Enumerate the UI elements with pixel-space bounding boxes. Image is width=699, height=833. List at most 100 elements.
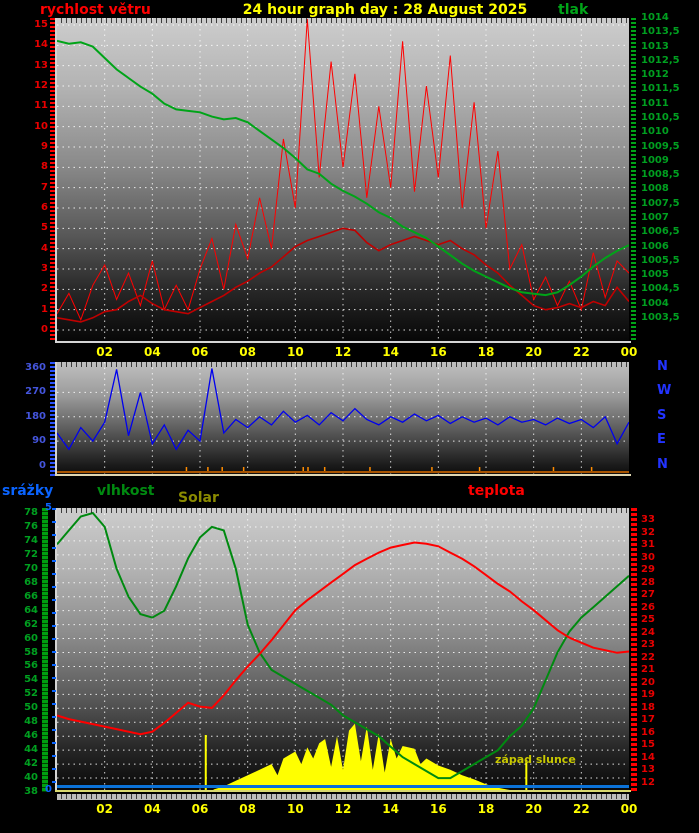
solar-label: Solar [178,490,219,506]
pressure-tick-label: 1011 [641,97,669,109]
temperature-tick-label: 15 [641,739,655,751]
pressure-tick-label: 1007 [641,212,669,223]
direction-axis-ruler [50,362,55,476]
wind-speed-tick-label: 5 [41,222,48,234]
temperature-tick-label: 25 [641,614,655,626]
humidity-tick-label: 78 [24,507,38,518]
x-axis-hour-label: 20 [525,802,542,816]
x-axis-hour-label: 00 [620,345,638,359]
direction-tick-label: 90 [32,435,46,447]
wind-speed-tick-label: 10 [34,120,48,132]
humidity-tick-label: 44 [24,744,38,756]
humidity-tick-label: 48 [24,716,38,728]
humidity-tick-label: 72 [24,548,38,560]
temperature-tick-label: 17 [641,714,655,726]
wind-speed-tick-label: 11 [34,100,48,112]
compass-letter: N [657,359,668,374]
temperature-tick-label: 28 [641,576,655,588]
x-axis-hour-label: 06 [191,802,209,816]
direction-tick-label: 270 [25,386,46,398]
wind-speed-tick-label: 6 [41,202,48,213]
temperature-tick-label: 33 [641,514,655,525]
humidity-tick-label: 60 [24,632,38,644]
pressure-tick-label: 1004 [641,297,669,309]
precip-axis-ruler [52,508,56,792]
bottom-chart-bottom-edge [55,790,631,792]
x-axis-hour-label: 06 [191,345,209,359]
humidity-tick-label: 50 [24,702,38,714]
humidity-tick-label: 62 [24,618,38,630]
wind-speed-tick-label: 9 [41,141,48,152]
humidity-tick-label: 42 [24,758,38,770]
wind-speed-tick-label: 14 [34,39,48,51]
temperature-tick-label: 30 [641,551,655,563]
temperature-tick-label: 23 [641,639,655,651]
pressure-tick-label: 1008,5 [641,169,680,181]
x-axis-hour-label: 02 [96,345,113,359]
x-axis-hour-label: 10 [286,345,304,359]
x-axis-hour-label: 14 [382,345,399,359]
pressure-tick-label: 1011,5 [641,83,680,95]
x-axis-hour-label: 18 [477,345,495,359]
x-axis-hour-label: 18 [477,802,495,816]
x-axis-hour-label: 08 [239,802,256,816]
pressure-tick-label: 1010 [641,126,669,138]
wind-speed-tick-label: 8 [41,161,48,173]
humidity-temperature-solar-chart [57,508,629,792]
compass-letter: S [657,407,667,423]
pressure-tick-label: 1005,5 [641,254,680,266]
pressure-tick-label: 1005 [641,269,669,281]
pressure-tick-label: 1007,5 [641,197,680,209]
wind-direction-chart [57,362,629,476]
humidity-tick-label: 54 [24,674,38,686]
x-axis-hour-label: 14 [382,802,399,816]
x-axis-hour-label: 02 [96,802,113,816]
temperature-tick-label: 31 [641,539,655,551]
humidity-tick-label: 70 [24,562,38,574]
temperature-tick-label: 20 [641,676,655,688]
wind-speed-tick-label: 12 [34,80,48,91]
compass-letter: W [657,383,672,399]
bottom-chart-left-edge [55,508,57,792]
wind-speed-tick-label: 3 [41,263,48,274]
wind-speed-tick-label: 13 [34,59,48,71]
mid-chart-tick-row [57,362,629,367]
pressure-tick-label: 1010,5 [641,112,680,123]
humidity-tick-label: 58 [24,646,38,658]
pressure-tick-label: 1006,5 [641,226,680,238]
x-axis-hour-label: 08 [239,345,256,359]
sunset-label: západ slunce [495,753,576,766]
x-axis-hour-label: 00 [620,802,638,816]
humidity-tick-label: 68 [24,576,38,588]
temperature-axis-ruler [631,508,637,792]
x-axis-hour-label: 22 [572,802,590,816]
wind-axis-ruler [50,18,55,341]
humidity-axis-ruler [42,508,48,792]
humidity-tick-label: 56 [24,660,38,672]
humidity-tick-label: 38 [24,786,38,797]
pressure-tick-label: 1012 [641,69,669,81]
humidity-tick-label: 76 [24,520,38,532]
top-chart-bottom-edge [55,341,631,343]
pressure-title: tlak [558,2,589,18]
precip-tick-label: 0 [45,784,52,795]
humidity-tick-label: 46 [24,730,38,742]
precip-tick-label: 5 [45,502,52,513]
pressure-tick-label: 1004,5 [641,283,680,295]
wind-speed-tick-label: 7 [41,181,48,193]
bottom-axis-ticks [57,794,629,799]
pressure-tick-label: 1013 [641,40,669,52]
pressure-tick-label: 1014 [641,12,669,23]
wind-speed-tick-label: 1 [41,303,48,315]
x-axis-hour-label: 16 [429,345,447,359]
pressure-axis-ruler [631,18,636,341]
x-axis-hour-label: 22 [572,345,590,359]
temperature-tick-label: 29 [641,564,655,576]
humidity-tick-label: 64 [24,604,38,616]
temperature-tick-label: 26 [641,601,655,613]
x-axis-hour-label: 04 [143,802,161,816]
wind-speed-tick-label: 2 [41,283,48,295]
temperature-tick-label: 14 [641,751,655,763]
x-axis-hour-label: 12 [334,802,352,816]
